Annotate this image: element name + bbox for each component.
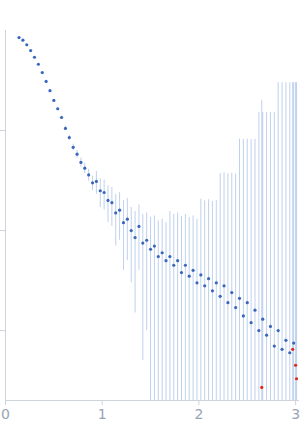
svg-text:0: 0 [1, 406, 10, 422]
svg-text:3: 3 [291, 406, 300, 422]
svg-text:1: 1 [98, 406, 107, 422]
svg-text:2: 2 [194, 406, 203, 422]
